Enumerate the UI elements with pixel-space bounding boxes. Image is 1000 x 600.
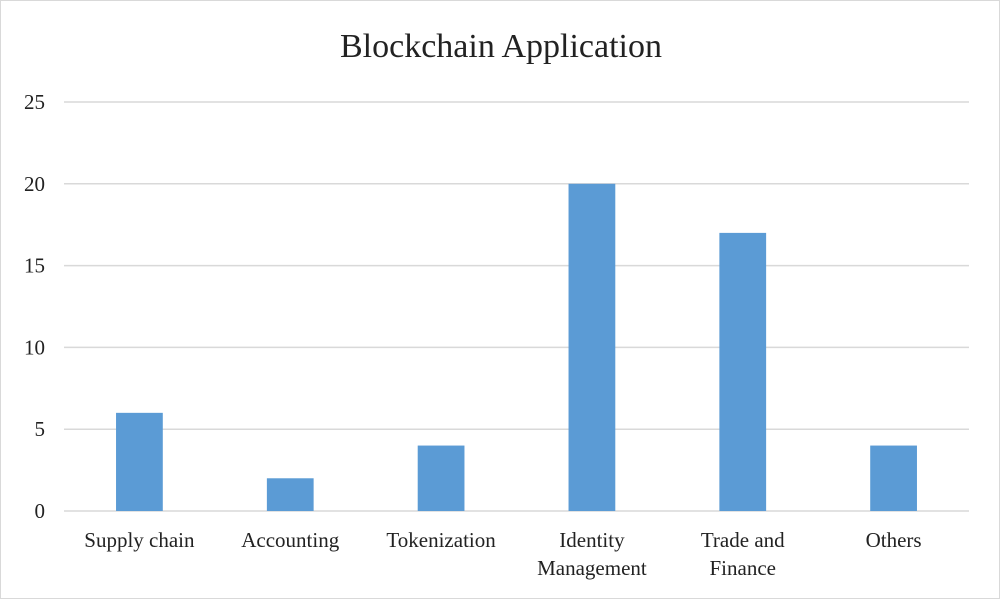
- bar: [116, 412, 163, 511]
- x-category-label: Finance: [710, 556, 776, 580]
- x-category-label: Tokenization: [386, 528, 496, 552]
- bar: [266, 478, 314, 511]
- y-tick-label: 15: [24, 254, 45, 278]
- bar: [568, 183, 616, 512]
- bar: [719, 232, 767, 511]
- x-category-label: Accounting: [241, 528, 339, 552]
- y-tick-label: 25: [24, 90, 45, 114]
- x-axis-labels: Supply chain Accounting Tokenization Identi…: [84, 528, 921, 580]
- y-tick-label: 5: [35, 417, 46, 441]
- bars: [116, 183, 917, 512]
- y-tick-label: 20: [24, 172, 45, 196]
- y-axis-ticks: 0 5 10 15 20 25: [24, 90, 45, 523]
- y-tick-label: 10: [24, 335, 45, 359]
- bar: [417, 445, 465, 511]
- x-category-label: Supply chain: [84, 528, 195, 552]
- gridlines: [64, 101, 969, 512]
- x-category-label: Trade and: [701, 528, 785, 552]
- chart-title: Blockchain Application: [340, 28, 662, 65]
- x-category-label: Others: [866, 528, 922, 552]
- y-tick-label: 0: [35, 499, 46, 523]
- bar: [870, 445, 917, 511]
- x-category-label: Identity: [559, 528, 625, 552]
- x-category-label: Management: [537, 556, 647, 580]
